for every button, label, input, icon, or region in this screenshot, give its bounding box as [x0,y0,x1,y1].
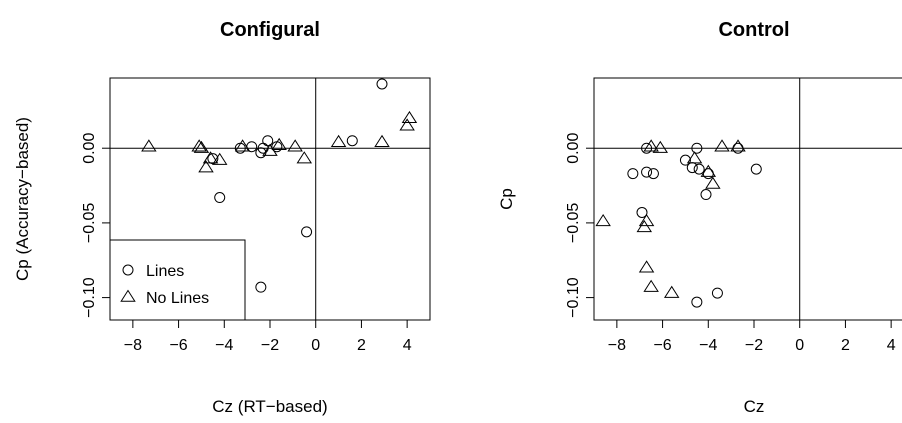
x-axis-label: Cz [744,397,765,416]
x-tick-label: 4 [403,337,412,354]
data-point-triangle [271,137,287,150]
x-tick-label: 0 [795,337,804,354]
x-tick-label: −2 [261,337,279,354]
data-point-circle [255,281,267,293]
chart-title: Configural [220,19,320,41]
x-tick-label: −6 [653,337,671,354]
y-tick-label: −0.10 [565,277,582,318]
y-tick-label: −0.05 [81,203,98,244]
data-point-circle [255,147,267,159]
data-point-triangle [198,160,214,173]
data-point-triangle [652,140,669,153]
data-point-circle [641,166,653,178]
data-point-circle [679,154,691,166]
data-point-triangle [663,285,680,298]
data-point-circle [693,163,705,175]
data-point-circle [647,168,659,180]
data-point-triangle [287,139,303,152]
x-tick-label: 0 [311,337,320,354]
data-point-circle [700,189,712,201]
x-tick-label: 2 [357,337,366,354]
x-tick-label: −8 [124,337,142,354]
x-tick-label: −4 [215,337,233,354]
y-axis-label: Cp [497,188,516,210]
data-point-triangle [202,151,219,164]
data-point-circle [702,168,714,180]
data-point-triangle [262,143,278,156]
data-point-triangle [636,219,653,233]
data-point-circle [686,162,698,174]
data-point-circle [636,206,648,218]
legend-circle-icon [122,264,134,276]
data-point-circle [346,135,358,147]
y-tick-label: −0.10 [81,277,98,318]
legend-box [109,239,246,321]
plot-frame [593,77,902,321]
x-tick-label: −4 [699,337,717,354]
data-point-triangle [643,279,659,292]
legend-triangle-icon [120,289,136,302]
data-point-triangle [211,152,228,165]
data-point-circle [691,296,703,308]
series-lines [207,78,388,293]
data-point-circle [750,163,762,175]
data-point-circle [627,168,639,180]
data-point-triangle [686,151,703,164]
data-point-triangle [643,139,659,152]
x-tick-label: −8 [608,337,626,354]
data-point-triangle [191,139,207,152]
chart-title: Control [718,19,789,41]
legend-entry-label: No Lines [146,290,209,307]
data-point-triangle [401,110,418,124]
y-axis-label: Cp (Accuracy−based) [13,117,32,281]
data-point-circle [301,226,313,238]
data-point-triangle [595,213,611,227]
legend-entry-label: Lines [146,263,184,280]
y-tick-label: 0.00 [565,133,582,164]
panel-configural: Configural −8 −6 −4 −2 0 2 4 −0.10 −0.05 0.00 Cz (R… [13,19,431,416]
legend: Lines No Lines [109,239,246,321]
data-point-triangle [296,151,313,164]
x-tick-label: −6 [169,337,187,354]
x-axis-label: Cz (RT−based) [212,397,327,416]
x-tick-label: −2 [745,337,763,354]
data-point-triangle [374,134,390,147]
data-point-triangle [193,140,210,153]
x-tick-label: 4 [887,337,896,354]
data-point-triangle [141,139,157,152]
data-point-triangle [714,139,730,152]
data-point-triangle [700,164,717,177]
data-point-triangle [399,118,415,131]
data-point-circle [376,78,388,90]
data-point-circle [214,192,226,204]
data-point-triangle [705,176,721,189]
data-point-triangle [638,260,655,273]
data-point-triangle [638,213,655,227]
series-no-lines [141,110,418,173]
data-point-triangle [234,139,251,152]
series-no-lines [595,139,746,298]
data-point-circle [246,141,258,153]
y-tick-label: −0.05 [565,203,582,244]
y-tick-label: 0.00 [81,133,98,164]
data-point-circle [691,142,703,154]
data-point-circle [711,287,723,299]
data-point-triangle [330,134,347,147]
data-point-triangle [730,139,746,152]
x-tick-label: 2 [841,337,850,354]
data-point-circle [641,142,653,154]
panel-control: Control −8 −6 −4 −2 0 2 4 −0.10 −0.05 0.00 Cz Cp [497,19,902,416]
data-point-circle [262,135,274,147]
